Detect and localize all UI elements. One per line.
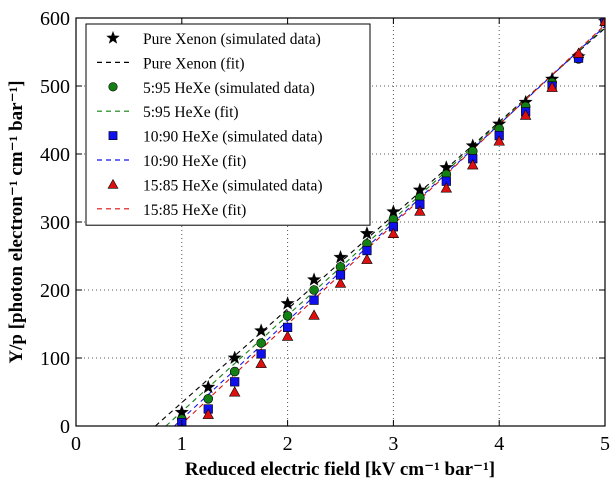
legend-label: 15:85 HeXe (fit) [143,202,246,219]
x-tick-label: 0 [71,433,81,455]
legend-label: 10:90 HeXe (fit) [143,153,246,170]
data-point [282,322,293,333]
legend-marker [108,131,118,140]
data-point [362,245,372,256]
y-tick-label: 200 [40,280,70,302]
y-tick-label: 100 [40,348,70,370]
legend-marker [107,178,119,189]
legend-label: 10:90 HeXe (simulated data) [143,129,322,146]
legend-label: Pure Xenon (fit) [143,55,245,72]
data-point [333,249,348,264]
data-point [572,47,585,58]
x-tick-label: 4 [494,433,504,455]
data-point [280,296,295,310]
y-tick-label: 600 [40,8,70,30]
data-point [359,226,375,240]
legend-label: 5:95 HeXe (fit) [143,104,239,121]
fit-line [174,25,605,426]
x-axis-label: Reduced electric field [kV cm⁻¹ bar⁻¹] [185,459,495,480]
y-tick-label: 300 [40,212,70,234]
data-point [467,159,479,170]
legend-marker [108,82,118,92]
data-point [334,277,347,288]
data-point [361,253,373,264]
y-tick-label: 0 [60,416,70,438]
data-point [414,205,426,216]
data-point [546,81,558,92]
legend-marker [106,30,120,44]
data-point [256,349,266,359]
data-point [256,338,266,348]
data-point [335,262,346,272]
legend-label: 5:95 HeXe (simulated data) [143,80,315,97]
data-point [308,309,320,320]
y-tick-label: 500 [40,76,70,98]
data-point [306,272,322,286]
data-point [202,408,214,419]
data-point [493,135,505,146]
data-point [228,386,241,397]
data-point [282,311,293,321]
x-tick-label: 2 [283,433,293,455]
data-point [201,379,216,394]
data-point [440,182,453,193]
data-point [255,357,267,368]
data-point [599,18,605,26]
data-point [254,323,269,337]
data-point [309,295,319,305]
axis-ticks: 0 1 2 3 4 5 0 100 200 300 400 500 600 [40,8,610,455]
data-point [281,330,294,341]
data-point [203,393,214,404]
x-tick-label: 1 [177,433,187,455]
legend-box [85,23,371,226]
y-tick-label: 400 [40,144,70,166]
data-point [519,109,532,120]
legend-label: 15:85 HeXe (simulated data) [143,177,322,194]
data-point [229,366,240,377]
data-point [387,227,400,239]
data-point [227,350,242,365]
y-axis-label: Y/p [photon electron⁻¹ cm⁻¹ bar⁻¹] [6,80,27,363]
x-tick-label: 5 [600,433,610,455]
x-tick-label: 3 [388,433,398,455]
fit-line [154,27,605,426]
legend: Pure Xenon (simulated data) Pure Xenon (f… [85,23,371,226]
legend-label: Pure Xenon (simulated data) [143,31,321,48]
data-point [309,285,319,295]
data-point [230,377,240,387]
